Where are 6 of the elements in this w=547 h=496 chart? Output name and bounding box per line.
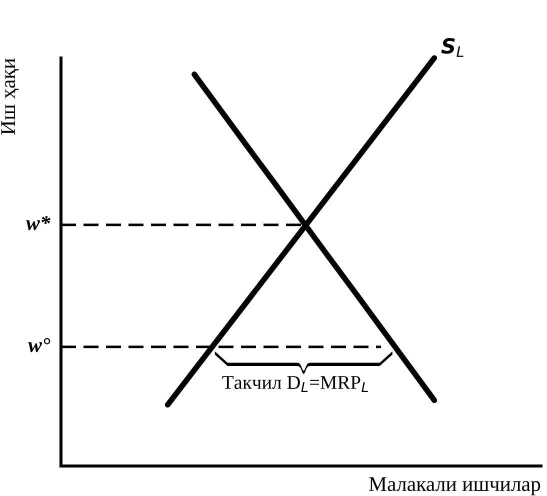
y-axis-title: Иш ҳақи <box>1 58 19 135</box>
series-label: w° <box>28 338 50 352</box>
x-axis-title: Малакали ишчилар <box>369 477 540 496</box>
series-label: S$_{L}$ <box>441 38 464 57</box>
annotation: Такчил D$_{L}$=MRP$_{L}$ <box>222 376 368 392</box>
series-label: w* <box>26 216 50 230</box>
